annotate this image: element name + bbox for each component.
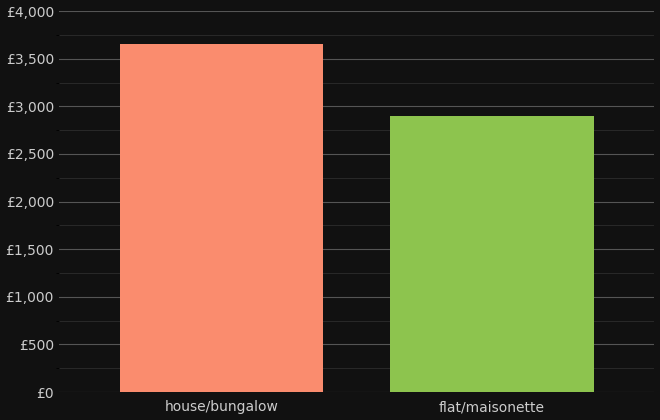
Bar (119, 45, 323, 392)
Bar (391, 116, 593, 392)
